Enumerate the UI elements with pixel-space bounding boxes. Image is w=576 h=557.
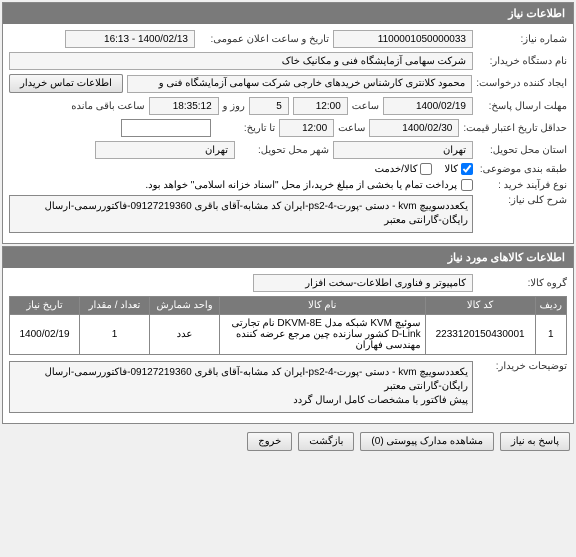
th-code: کد کالا: [425, 297, 535, 315]
creator-label: ایجاد کننده درخواست:: [476, 78, 567, 89]
buyer-device-value: شرکت سهامی آزمایشگاه فنی و مکانیک خاک: [9, 52, 473, 70]
th-qty: تعداد / مقدار: [80, 297, 150, 315]
footer-buttons: پاسخ به نیاز مشاهده مدارک پیوستی (0) باز…: [0, 426, 576, 457]
buyer-desc-label: توضیحات خریدار:: [477, 361, 567, 372]
back-button[interactable]: بازگشت: [298, 432, 354, 451]
td-date: 1400/02/19: [10, 315, 80, 355]
announce-value: 1400/02/13 - 16:13: [65, 30, 195, 48]
budget-label: طبقه بندی موضوعی:: [477, 164, 567, 175]
buyer-device-label: نام دستگاه خریدار:: [477, 56, 567, 67]
need-number-label: شماره نیاز:: [477, 34, 567, 45]
to-date-label: تا تاریخ:: [215, 123, 275, 134]
process-note-text: پرداخت تمام یا بخشی از مبلغ خرید،از محل …: [145, 180, 457, 191]
th-date: تاریخ نیاز: [10, 297, 80, 315]
table-row[interactable]: 1 2233120150430001 سوئیچ KVM شبکه مدل DK…: [10, 315, 567, 355]
budget-radio-group: کالا کالا/خدمت: [375, 163, 473, 175]
reply-date-value: 1400/02/19: [383, 97, 473, 115]
radio-service-label: کالا/خدمت: [375, 164, 418, 175]
creator-value: محمود کلانتری کارشناس خریدهای خارجی شرکت…: [127, 75, 472, 93]
radio-service[interactable]: کالا/خدمت: [375, 163, 433, 175]
delivery-state-value: تهران: [333, 141, 473, 159]
remaining-time-value: 18:35:12: [149, 97, 219, 115]
td-name: سوئیچ KVM شبکه مدل DKVM-8E نام تجارتی D-…: [220, 315, 426, 355]
announce-label: تاریخ و ساعت اعلان عمومی:: [199, 34, 329, 45]
days-label: روز و: [223, 101, 245, 112]
need-number-value: 1100001050000033: [333, 30, 473, 48]
radio-goods-label: کالا: [444, 164, 458, 175]
td-code: 2233120150430001: [425, 315, 535, 355]
reply-hour-value: 12:00: [293, 97, 348, 115]
panel1-body: شماره نیاز: 1100001050000033 تاریخ و ساع…: [3, 24, 573, 243]
process-note-check[interactable]: پرداخت تمام یا بخشی از مبلغ خرید،از محل …: [145, 179, 473, 191]
remaining-label: ساعت باقی مانده: [71, 101, 144, 112]
process-type-label: نوع فرآیند خرید :: [477, 180, 567, 191]
th-unit: واحد شمارش: [150, 297, 220, 315]
radio-goods-input[interactable]: [461, 163, 473, 175]
min-validity-label: حداقل تاریخ اعتبار قیمت:: [463, 123, 567, 134]
radio-service-input[interactable]: [420, 163, 432, 175]
process-note-checkbox[interactable]: [461, 179, 473, 191]
td-idx: 1: [535, 315, 566, 355]
min-validity-hour: 12:00: [279, 119, 334, 137]
buyer-desc-value: یکعددسوییچ kvm - دستی -پورت-ps2-4-ایران …: [9, 361, 473, 413]
attachments-button[interactable]: مشاهده مدارک پیوستی (0): [360, 432, 494, 451]
exit-button[interactable]: خروج: [247, 432, 292, 451]
to-date-input[interactable]: [121, 119, 211, 137]
reply-button[interactable]: پاسخ به نیاز: [500, 432, 570, 451]
general-title-value: یکعددسوییچ kvm - دستی -پورت-ps2-4-ایران …: [9, 195, 473, 233]
goods-table: ردیف کد کالا نام کالا واحد شمارش تعداد /…: [9, 296, 567, 355]
days-value: 5: [249, 97, 289, 115]
td-unit: عدد: [150, 315, 220, 355]
contact-buyer-button[interactable]: اطلاعات تماس خریدار: [9, 74, 123, 93]
reply-hour-label: ساعت: [352, 101, 379, 112]
radio-goods[interactable]: کالا: [444, 163, 473, 175]
td-qty: 1: [80, 315, 150, 355]
th-idx: ردیف: [535, 297, 566, 315]
group-label: گروه کالا:: [477, 278, 567, 289]
panel2-title: اطلاعات کالاهای مورد نیاز: [3, 247, 573, 268]
min-validity-hour-label: ساعت: [338, 123, 365, 134]
panel1-title: اطلاعات نیاز: [3, 3, 573, 24]
delivery-city-label: شهر محل تحویل:: [239, 145, 329, 156]
group-value: کامپیوتر و فناوری اطلاعات-سخت افزار: [253, 274, 473, 292]
goods-info-panel: اطلاعات کالاهای مورد نیاز گروه کالا: کام…: [2, 246, 574, 424]
delivery-state-label: استان محل تحویل:: [477, 145, 567, 156]
reply-deadline-label: مهلت ارسال پاسخ:: [477, 101, 567, 112]
min-validity-date: 1400/02/30: [369, 119, 459, 137]
panel2-body: گروه کالا: کامپیوتر و فناوری اطلاعات-سخت…: [3, 268, 573, 423]
need-info-panel: اطلاعات نیاز شماره نیاز: 110000105000003…: [2, 2, 574, 244]
delivery-city-value: تهران: [95, 141, 235, 159]
general-title-label: شرح کلی نیاز:: [477, 195, 567, 206]
th-name: نام کالا: [220, 297, 426, 315]
